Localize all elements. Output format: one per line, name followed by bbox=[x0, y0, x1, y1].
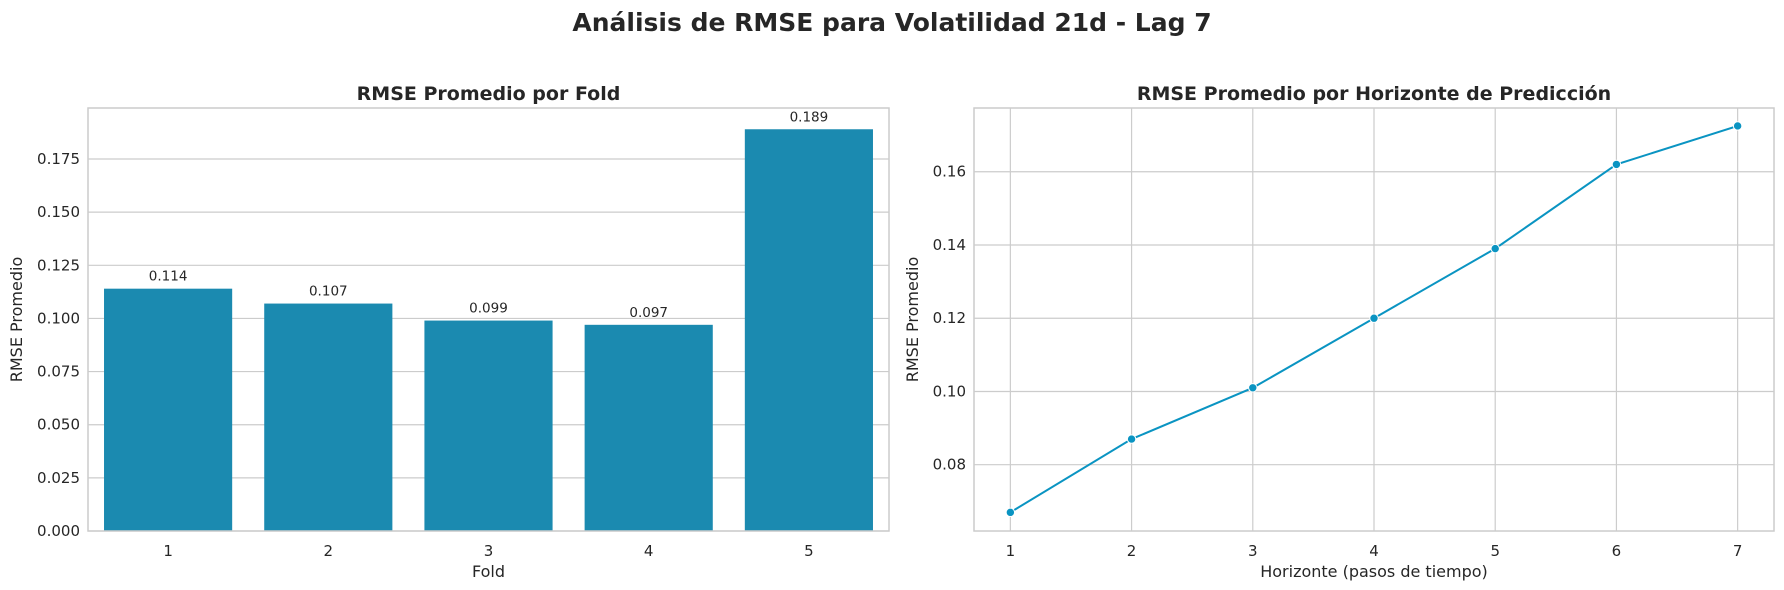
bar-chart-y-tick-label: 0.125 bbox=[37, 256, 80, 274]
line-chart-points bbox=[1005, 121, 1743, 518]
bar-chart-bars bbox=[104, 129, 873, 531]
bar-chart-data-labels: 0.114 0.107 0.099 0.097 0.189 bbox=[149, 109, 828, 321]
line-chart-y-tick-label: 0.08 bbox=[933, 456, 966, 474]
bar-chart-x-tick-label: 2 bbox=[324, 542, 334, 560]
bar-chart-y-tick-label: 0.150 bbox=[37, 203, 80, 221]
bar-chart-bar bbox=[264, 303, 393, 531]
bar-chart-y-tick-label: 0.000 bbox=[37, 522, 80, 540]
line-chart-point bbox=[1005, 507, 1016, 518]
figure-title: Análisis de RMSE para Volatilidad 21d - … bbox=[572, 8, 1211, 37]
line-chart-x-tick-label: 7 bbox=[1733, 542, 1743, 560]
line-chart-point bbox=[1732, 121, 1743, 131]
line-chart-point bbox=[1369, 313, 1379, 323]
bar-chart-bar bbox=[424, 320, 553, 531]
bar-chart-y-tick-label: 0.175 bbox=[37, 150, 80, 168]
bar-chart-data-label: 0.114 bbox=[149, 269, 188, 285]
line-chart-y-axis-label: RMSE Promedio bbox=[903, 257, 922, 382]
bar-chart-y-axis-label: RMSE Promedio bbox=[7, 257, 26, 382]
bar-chart-x-axis-label: Fold bbox=[472, 562, 505, 581]
line-chart-y-tick-label: 0.10 bbox=[933, 382, 966, 400]
bar-chart-x-tick-label: 5 bbox=[804, 542, 814, 560]
bar-chart-bar bbox=[104, 288, 233, 531]
bar-chart-x-tick-label: 3 bbox=[484, 542, 494, 560]
bar-chart-bar bbox=[584, 324, 713, 531]
bar-chart-data-label: 0.189 bbox=[790, 109, 829, 125]
line-chart-x-tick-label: 2 bbox=[1127, 542, 1137, 560]
bar-chart-y-tick-label: 0.025 bbox=[37, 469, 80, 487]
line-chart-x-tick-label: 6 bbox=[1612, 542, 1622, 560]
line-chart-y-tick-label: 0.16 bbox=[933, 163, 966, 181]
bar-chart-data-label: 0.099 bbox=[469, 301, 508, 317]
bar-chart-y-tick-label: 0.050 bbox=[37, 416, 80, 434]
line-chart-gridlines bbox=[974, 108, 1774, 531]
line-chart-x-tick-label: 5 bbox=[1490, 542, 1500, 560]
line-chart-y-tick-label: 0.12 bbox=[933, 309, 966, 327]
bar-chart-data-label: 0.097 bbox=[629, 305, 668, 321]
bar-chart-y-tick-label: 0.075 bbox=[37, 363, 80, 381]
bar-chart-y-ticks: 0.000 0.025 0.050 0.075 0.100 0.125 0.150 0.175 bbox=[37, 150, 80, 540]
line-chart-x-tick-label: 1 bbox=[1006, 542, 1016, 560]
line-chart-x-tick-label: 3 bbox=[1248, 542, 1258, 560]
line-chart-point bbox=[1611, 159, 1622, 170]
line-chart-point bbox=[1490, 243, 1500, 254]
bar-chart-title: RMSE Promedio por Fold bbox=[357, 83, 621, 105]
line-chart-x-ticks: 1 2 3 4 5 6 7 bbox=[1006, 542, 1743, 560]
line-chart-frame bbox=[973, 107, 1775, 532]
bar-chart-data-label: 0.107 bbox=[309, 284, 348, 300]
line-chart-point bbox=[1126, 434, 1137, 444]
line-chart-title: RMSE Promedio por Horizonte de Predicció… bbox=[1137, 83, 1611, 105]
line-chart-y-ticks: 0.08 0.10 0.12 0.14 0.16 bbox=[933, 163, 966, 474]
bar-chart-x-tick-label: 1 bbox=[163, 542, 173, 560]
bar-chart-y-tick-label: 0.100 bbox=[37, 309, 80, 327]
line-chart: RMSE Promedio por Horizonte de Predicció… bbox=[903, 83, 1775, 581]
line-chart-y-tick-label: 0.14 bbox=[933, 236, 966, 254]
line-chart-x-tick-label: 4 bbox=[1369, 542, 1379, 560]
line-chart-point bbox=[1248, 383, 1258, 393]
bar-chart-bar bbox=[744, 129, 873, 531]
bar-chart-x-tick-label: 4 bbox=[644, 542, 654, 560]
line-chart-x-axis-label: Horizonte (pasos de tiempo) bbox=[1260, 562, 1488, 581]
bar-chart-frame bbox=[87, 107, 890, 532]
bar-chart-x-ticks: 1 2 3 4 5 bbox=[163, 542, 813, 560]
